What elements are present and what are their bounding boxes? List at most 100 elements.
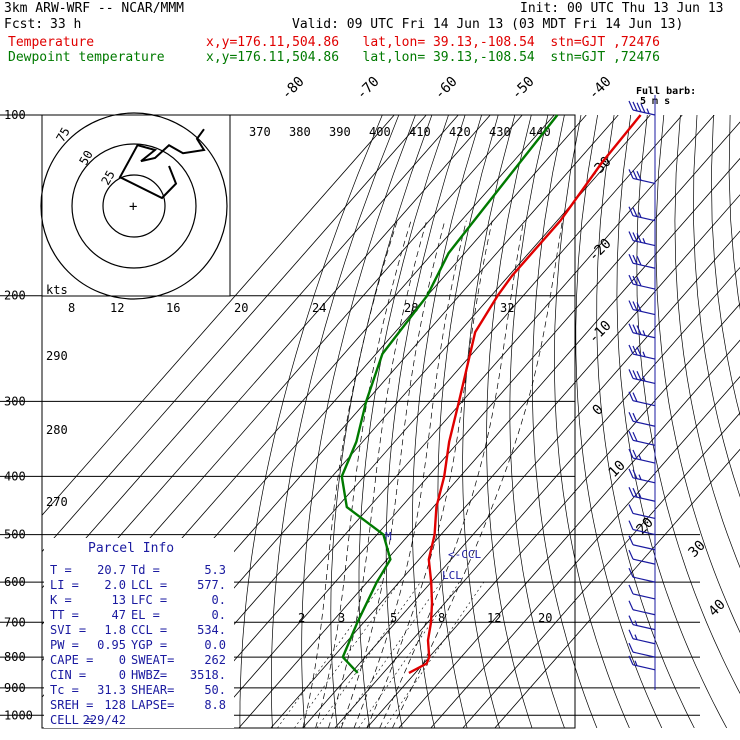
wind-barb-staff [632, 593, 656, 600]
isotherm [302, 230, 740, 728]
pressure-label-1000: 1000 [4, 708, 33, 722]
parcel-row-value: 534. [197, 623, 226, 637]
wind-barb-flag [632, 207, 638, 217]
parcel-row-value: 1.8 [104, 623, 126, 637]
wind-barb-flag [636, 302, 642, 312]
dry-adiabat [271, 115, 400, 728]
hodograph-ring-label: 25 [98, 168, 117, 188]
wind-barb-half [638, 474, 642, 480]
dry-adiabat [554, 115, 630, 728]
wind-barb-staff [632, 512, 656, 520]
legend-temperature: Temperature [8, 35, 95, 50]
isotherm-label: -50 [509, 74, 538, 103]
wind-barb-half [634, 634, 638, 640]
wind-barb-flag [636, 346, 642, 357]
wind-barb-flag [632, 324, 638, 334]
parcel-row-label: LI = [50, 578, 79, 592]
mixing-ratio-label: 5 [390, 611, 397, 625]
wind-barb-flag [636, 325, 642, 335]
isotherm-label: -70 [354, 74, 383, 103]
wind-barb [628, 615, 656, 631]
hodograph-ring-label: 75 [53, 125, 72, 145]
model-title: 3km ARW-WRF -- NCAR/MMM [4, 1, 185, 16]
dewpoint-profile [340, 114, 559, 674]
wind-barb-staff [632, 558, 656, 565]
wind-barb-flag [632, 345, 638, 356]
mixing-ratio-label: 24 [312, 301, 326, 315]
wind-barb-flag [628, 344, 634, 355]
wind-barb-flag [628, 412, 634, 422]
parcel-row-value: 20.7 [97, 563, 126, 577]
parcel-row-label: T = [50, 563, 72, 577]
wind-barb-flag [628, 231, 634, 241]
parcel-row-label: SWEAT= [131, 653, 174, 667]
dry-adiabat [239, 115, 383, 728]
wind-barb-flag [632, 232, 638, 242]
parcel-row-label: Td = [131, 563, 160, 577]
wind-barb-flag [628, 615, 634, 625]
isotherm-label: 40 [706, 597, 729, 620]
dry-adiabat [636, 115, 740, 695]
wind-barb-flag [628, 567, 634, 578]
hodograph-ring [40, 112, 228, 300]
mixing-ratio-label: 12 [487, 611, 501, 625]
parcel-row-value: 31.3 [97, 683, 126, 697]
wind-barb [628, 300, 656, 316]
wind-barb-flag [628, 535, 634, 546]
pressure-label-800: 800 [4, 650, 26, 664]
parcel-row-label: EL = [131, 608, 160, 622]
wind-barb [628, 487, 656, 502]
parcel-row-label: SHEAR= [131, 683, 174, 697]
parcel-row-value: 577. [197, 578, 226, 592]
parcel-row-value: 8.8 [204, 698, 226, 712]
isotherm [174, 115, 715, 728]
parcel-row-label: TT = [50, 608, 79, 622]
theta-label: 380 [289, 125, 311, 139]
isotherm [462, 412, 740, 728]
dry-adiabat [655, 115, 740, 634]
wind-barb-flag [640, 103, 646, 113]
wind-barb [628, 274, 656, 290]
pressure-label-200: 200 [4, 289, 26, 303]
wind-barb [628, 584, 656, 600]
wind-barb-flag [636, 276, 642, 287]
dry-adiabat-label: 290 [46, 349, 68, 363]
parcel-row-label: SREH = [50, 698, 93, 712]
wind-barb-flag [628, 253, 634, 264]
wind-barb-flag [636, 170, 642, 181]
mixing-ratio-label: 12 [110, 301, 124, 315]
hodograph-units: kts [46, 283, 68, 297]
dry-adiabat [575, 115, 663, 728]
pressure-label-600: 600 [4, 575, 26, 589]
moist-adiabat [353, 220, 467, 728]
isotherm-label: 10 [606, 458, 629, 481]
dry-adiabat [486, 115, 533, 728]
wind-barb-half [638, 212, 642, 218]
theta-label: 390 [329, 125, 351, 139]
parcel-row-value: 128 [104, 698, 126, 712]
dry-adiabat [330, 115, 433, 728]
wind-barb [628, 431, 656, 446]
isotherm-label: -40 [586, 74, 615, 103]
wind-barb-staff [632, 609, 656, 616]
wind-barb [628, 504, 656, 520]
forecast-hour: 33 h [50, 17, 82, 32]
mixing-ratio-label: 2 [298, 611, 305, 625]
theta-label: 370 [249, 125, 271, 139]
hodograph-frame [41, 114, 231, 297]
wind-barb-flag [628, 323, 634, 333]
parcel-row-label: Tc = [50, 683, 79, 697]
hodograph-ring [102, 174, 166, 238]
wind-barb [628, 253, 656, 269]
wind-barb-flag [636, 102, 642, 113]
wind-barb-staff [632, 528, 656, 536]
wind-barb-flag [628, 642, 634, 653]
wind-barb-half [642, 238, 646, 244]
wind-barb-flag [628, 100, 634, 111]
parcel-row-value: 229/42 [83, 713, 126, 727]
dry-adiabat [674, 115, 740, 569]
wind-barb [628, 567, 656, 583]
hodograph-ring [71, 143, 197, 269]
